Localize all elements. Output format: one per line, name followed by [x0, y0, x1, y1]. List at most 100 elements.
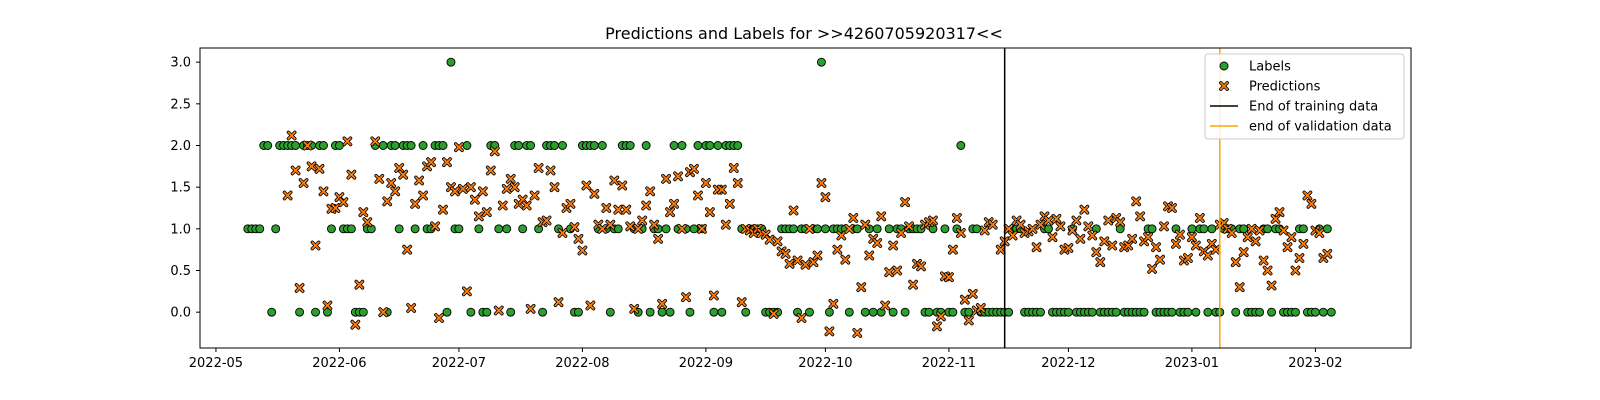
prediction-marker-fill [1147, 264, 1157, 273]
prediction-marker-fill [841, 255, 850, 264]
prediction-point [860, 219, 871, 230]
prediction-point [828, 298, 839, 309]
label-point [868, 307, 878, 317]
prediction-point [1115, 217, 1126, 228]
label-point [358, 307, 368, 317]
prediction-point [410, 198, 421, 209]
prediction-point [736, 297, 747, 308]
label-point [964, 307, 974, 317]
prediction-point [669, 198, 679, 209]
label-point [693, 141, 703, 150]
prediction-marker-fill [1136, 212, 1145, 221]
label-point [852, 224, 862, 234]
prediction-point [1302, 190, 1313, 201]
label-point [446, 57, 456, 67]
prediction-point [1218, 218, 1229, 228]
prediction-point [1159, 221, 1169, 232]
prediction-point [613, 204, 624, 215]
prediction-marker-fill [1259, 256, 1268, 265]
x-tick-label: 2022-12 [1041, 356, 1095, 371]
prediction-marker-fill [721, 220, 730, 229]
prediction-marker-fill [371, 137, 380, 146]
prediction-point [1151, 242, 1161, 253]
label-point [418, 141, 428, 150]
prediction-marker-fill [359, 208, 368, 217]
label-point [334, 141, 344, 150]
prediction-marker-fill [1315, 228, 1324, 238]
prediction-point [975, 303, 986, 313]
prediction-marker-fill [307, 162, 316, 171]
prediction-point [318, 186, 329, 197]
prediction-point [1266, 280, 1277, 291]
prediction-point [772, 236, 783, 247]
prediction-point [473, 211, 484, 222]
prediction-point [1123, 240, 1134, 251]
prediction-point [896, 228, 907, 238]
prediction-marker-fill [1291, 266, 1300, 275]
prediction-point [1246, 223, 1257, 234]
prediction-point [936, 311, 946, 322]
prediction-marker-fill [673, 172, 683, 181]
prediction-marker-fill [1211, 245, 1220, 254]
prediction-marker-fill [996, 245, 1005, 254]
prediction-marker-fill [379, 308, 388, 317]
prediction-marker-fill [1108, 241, 1117, 250]
label-point [717, 307, 727, 317]
prediction-point [995, 244, 1006, 255]
label-point [733, 141, 743, 150]
prediction-point [322, 300, 333, 311]
prediction-point [955, 228, 966, 238]
prediction-point [454, 142, 464, 153]
prediction-point [1282, 242, 1293, 253]
prediction-point [1027, 223, 1038, 234]
prediction-point [1274, 207, 1285, 218]
prediction-marker-fill [331, 203, 340, 213]
prediction-marker-fill [518, 195, 527, 204]
prediction-marker-fill [1279, 226, 1288, 235]
prediction-marker-fill [837, 231, 846, 240]
x-tick-label: 2022-09 [679, 356, 733, 371]
prediction-point [888, 240, 899, 251]
prediction-point [1127, 233, 1138, 244]
prediction-marker-fill [908, 280, 918, 289]
label-point [1239, 224, 1249, 234]
prediction-point [677, 223, 687, 234]
prediction-point [1087, 230, 1098, 241]
prediction-marker-fill [681, 293, 691, 302]
prediction-point [947, 244, 958, 255]
prediction-point [1131, 196, 1142, 207]
prediction-marker-fill [383, 197, 392, 206]
prediction-point [768, 308, 779, 319]
prediction-point [465, 182, 476, 193]
prediction-point [1143, 232, 1153, 243]
y-tick-label: 2.0 [170, 139, 191, 154]
legend-label: end of validation data [1249, 120, 1392, 135]
prediction-marker-fill [1299, 239, 1308, 248]
prediction-point [1190, 240, 1201, 251]
prediction-point [581, 180, 592, 191]
prediction-marker-fill [522, 201, 531, 210]
prediction-marker-fill [1048, 233, 1057, 242]
label-point [295, 307, 305, 317]
label-point [685, 307, 695, 317]
prediction-marker-fill [1167, 203, 1177, 213]
prediction-marker-fill [833, 245, 842, 254]
prediction-point [1306, 198, 1317, 209]
label-point [940, 224, 950, 234]
prediction-marker-fill [434, 313, 444, 323]
label-point [1322, 224, 1332, 234]
label-point [1291, 307, 1300, 317]
prediction-point [944, 272, 954, 283]
prediction-marker-fill [618, 181, 627, 190]
prediction-point [605, 219, 616, 230]
prediction-marker-fill [964, 316, 973, 325]
prediction-marker-fill [558, 228, 567, 238]
prediction-point [1055, 221, 1066, 232]
prediction-point [1135, 211, 1146, 222]
prediction-point [1079, 204, 1090, 215]
prediction-marker-fill [470, 195, 479, 204]
prediction-marker-fill [761, 230, 770, 239]
prediction-marker-fill [574, 234, 583, 243]
label-point [506, 307, 516, 317]
prediction-marker-fill [709, 291, 718, 300]
